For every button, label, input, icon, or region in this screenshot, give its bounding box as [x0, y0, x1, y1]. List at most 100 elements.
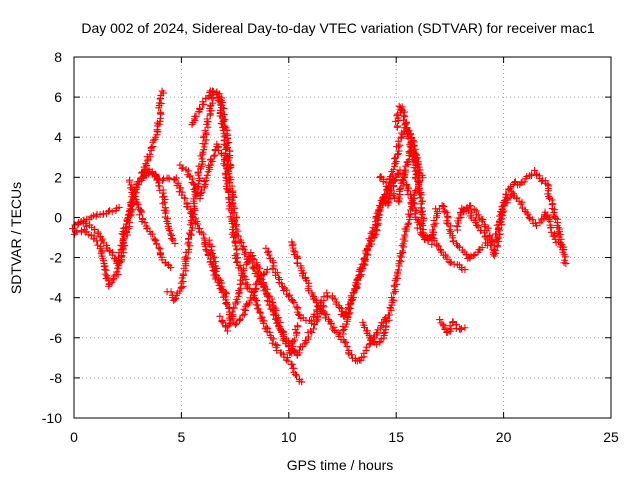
- point-marker: [289, 244, 297, 252]
- point-marker: [93, 237, 101, 245]
- point-marker: [282, 356, 290, 364]
- point-marker: [301, 340, 309, 348]
- point-marker: [289, 297, 297, 305]
- point-marker: [410, 191, 418, 199]
- point-marker: [414, 177, 422, 185]
- point-marker: [234, 232, 242, 240]
- point-marker: [151, 237, 159, 245]
- point-marker: [233, 258, 241, 266]
- point-marker: [404, 220, 412, 228]
- point-marker: [119, 228, 127, 236]
- point-marker: [284, 357, 292, 365]
- data-points: [69, 87, 570, 386]
- point-marker: [203, 171, 211, 179]
- point-marker: [387, 304, 395, 312]
- point-marker: [393, 122, 401, 130]
- point-marker: [219, 126, 227, 134]
- point-marker: [258, 275, 266, 283]
- point-marker: [545, 216, 553, 224]
- point-marker: [399, 175, 407, 183]
- point-marker: [284, 292, 292, 300]
- point-marker: [403, 126, 411, 134]
- axis-ticks: 0 5 10 15 20 25 -10 -8 -6 -4 -2 0 2 4 6 8: [42, 49, 619, 445]
- point-marker: [384, 198, 392, 206]
- point-marker: [146, 150, 154, 158]
- point-marker: [311, 295, 319, 303]
- point-marker: [237, 238, 245, 246]
- point-marker: [202, 94, 210, 102]
- point-marker: [101, 270, 109, 278]
- gridlines: [74, 57, 611, 418]
- point-marker: [357, 264, 365, 272]
- point-marker: [94, 241, 102, 249]
- point-marker: [223, 157, 231, 165]
- point-marker: [108, 251, 116, 259]
- point-marker: [239, 244, 247, 252]
- point-marker: [233, 258, 241, 266]
- point-marker: [196, 174, 204, 182]
- point-marker: [236, 316, 244, 324]
- point-marker: [203, 115, 211, 123]
- point-marker: [242, 300, 250, 308]
- point-marker: [246, 285, 254, 293]
- point-marker: [209, 267, 217, 275]
- point-marker: [411, 158, 419, 166]
- x-axis-label: GPS time / hours: [287, 457, 394, 473]
- point-marker: [203, 247, 211, 255]
- point-marker: [208, 250, 216, 258]
- point-marker: [390, 289, 398, 297]
- point-marker: [445, 226, 453, 234]
- series-sat-p: [377, 166, 469, 274]
- y-tick-label: 4: [54, 129, 62, 145]
- point-marker: [181, 194, 189, 202]
- point-marker: [127, 184, 135, 192]
- point-marker: [209, 253, 217, 261]
- point-marker: [341, 338, 349, 346]
- point-marker: [236, 315, 244, 323]
- point-marker: [195, 104, 203, 112]
- point-marker: [374, 219, 382, 227]
- point-marker: [251, 287, 259, 295]
- point-marker: [137, 207, 145, 215]
- point-marker: [308, 328, 316, 336]
- point-marker: [343, 342, 351, 350]
- point-marker: [223, 144, 231, 152]
- point-marker: [562, 260, 570, 268]
- point-marker: [205, 93, 213, 101]
- point-marker: [525, 213, 533, 221]
- point-marker: [218, 317, 226, 325]
- point-marker: [273, 268, 281, 276]
- point-marker: [228, 308, 236, 316]
- point-marker: [176, 184, 184, 192]
- point-marker: [413, 170, 421, 178]
- series-sat-l: [288, 238, 389, 365]
- point-marker: [273, 347, 281, 355]
- point-marker: [220, 123, 228, 131]
- point-marker: [461, 324, 469, 332]
- point-marker: [517, 200, 525, 208]
- point-marker: [310, 325, 318, 333]
- series-sat-g: [176, 140, 306, 386]
- point-marker: [179, 278, 187, 286]
- x-tick-label: 10: [281, 429, 297, 445]
- point-marker: [385, 311, 393, 319]
- point-marker: [466, 202, 474, 210]
- point-marker: [252, 281, 260, 289]
- point-marker: [390, 155, 398, 163]
- point-marker: [402, 120, 410, 128]
- series-sat-q: [392, 102, 422, 185]
- point-marker: [544, 181, 552, 189]
- point-marker: [209, 99, 217, 107]
- point-marker: [360, 255, 368, 263]
- point-marker: [256, 309, 264, 317]
- point-marker: [493, 235, 501, 243]
- point-marker: [131, 192, 139, 200]
- y-tick-label: 8: [54, 49, 62, 65]
- series-sat-s: [453, 166, 570, 268]
- series-sat-e: [137, 166, 231, 298]
- y-axis-label: SDTVAR / TECUs: [8, 182, 24, 294]
- point-marker: [342, 339, 350, 347]
- point-marker: [356, 265, 364, 273]
- point-marker: [416, 221, 424, 229]
- point-marker: [153, 240, 161, 248]
